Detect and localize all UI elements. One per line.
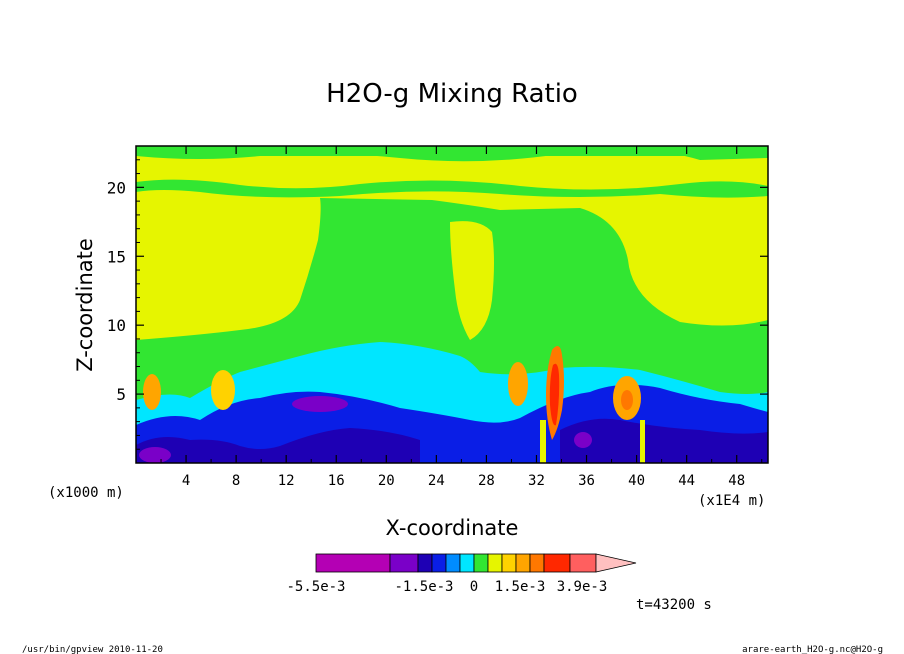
x-tick-label: 24 [428,473,445,489]
contour-field [136,146,768,463]
field-orange-b [211,370,235,410]
field-orange-c [508,362,528,406]
colorbar-swatch [501,553,517,573]
colorbar-swatch [529,553,545,573]
y-unit-label: (x1000 m) [48,485,124,501]
x-axis-label: X-coordinate [386,516,519,540]
field-yellow-streak-b [640,420,645,463]
colorbar-label: -5.5e-3 [286,579,345,595]
field-top-green-wave [136,146,768,162]
colorbar-arrow [595,553,637,573]
colorbar-swatch [459,553,475,573]
x-tick-label: 12 [278,473,295,489]
x-tick-label: 36 [578,473,595,489]
colorbar-swatch [417,553,433,573]
x-tick-label: 8 [232,473,240,489]
colorbar-swatch [315,553,391,573]
field-strip-20 [136,179,768,198]
y-axis-label: Z-coordinate [73,238,97,372]
colorbar-swatch [487,553,503,573]
colorbar-label: 0 [470,579,478,595]
x-tick-label: 4 [182,473,190,489]
y-tick-label: 10 [107,316,126,335]
colorbar [315,553,637,573]
field-dark-blue-a [136,428,420,463]
chart-title: H2O-g Mixing Ratio [326,79,578,109]
colorbar-swatch [569,553,597,573]
field-purple-b [292,396,348,412]
x-unit-label: (x1E4 m) [698,493,765,509]
colorbar-labels: -5.5e-3 -1.5e-3 0 1.5e-3 3.9e-3 [286,579,607,595]
colorbar-swatch [473,553,489,573]
colorbar-swatch [431,553,447,573]
colorbar-swatch [445,553,461,573]
y-axis: 5 10 15 20 [107,159,768,450]
x-tick-label: 44 [678,473,695,489]
x-tick-label: 48 [728,473,745,489]
x-axis: 4 8 12 16 20 24 28 32 36 40 44 48 [160,146,763,489]
colorbar-swatch [543,553,571,573]
field-orange-a [143,374,161,410]
colorbar-label: -1.5e-3 [394,579,453,595]
y-tick-label: 15 [107,247,126,266]
footer-left: /usr/bin/gpview 2010-11-20 [22,645,163,654]
field-purple-c [574,432,592,448]
colorbar-label: 1.5e-3 [495,579,546,595]
x-tick-label: 40 [628,473,645,489]
y-tick-label: 5 [116,385,126,404]
colorbar-swatch [389,553,419,573]
colorbar-label: 3.9e-3 [557,579,608,595]
x-tick-label: 32 [528,473,545,489]
x-tick-label: 16 [328,473,345,489]
x-tick-label: 20 [378,473,395,489]
field-yellow-pocket [450,221,494,340]
field-red-core [549,363,560,426]
plot-frame [135,145,769,464]
footer-right: arare-earth_H2O-g.nc@H2O-g [742,645,883,654]
field-orange-d-core [621,390,633,410]
field-yellow-streak-a [540,420,546,463]
x-tick-label: 28 [478,473,495,489]
time-label: t=43200 s [636,597,712,613]
colorbar-swatch [515,553,531,573]
y-tick-label: 20 [107,178,126,197]
field-dark-blue-b [560,418,768,463]
field-purple-a [139,447,171,463]
